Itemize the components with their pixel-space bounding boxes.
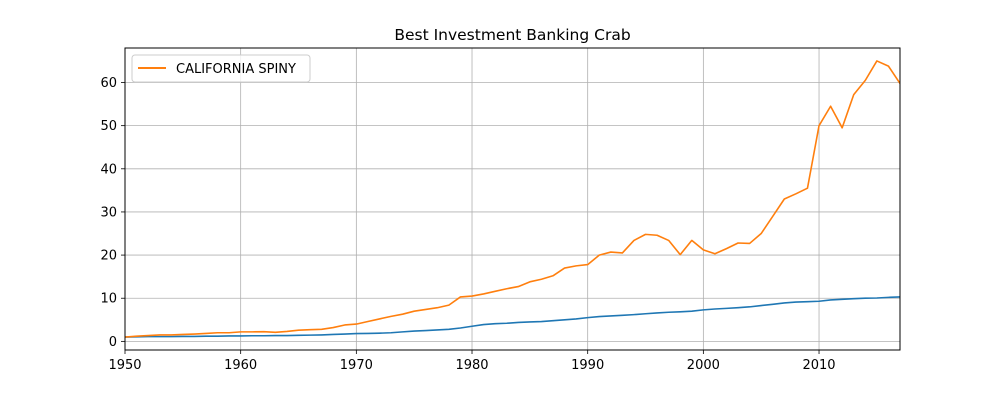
y-tick-label: 40 — [100, 162, 117, 177]
y-tick-label: 10 — [100, 292, 117, 307]
grid — [124, 48, 900, 350]
y-tick-label: 50 — [100, 119, 117, 134]
x-tick-label: 1950 — [108, 358, 141, 373]
x-tick-label: 2010 — [802, 358, 835, 373]
x-tick-label: 1960 — [224, 358, 257, 373]
x-tick-label: 1970 — [340, 358, 373, 373]
legend: CALIFORNIA SPINY — [131, 54, 311, 83]
x-tick-label: 1990 — [571, 358, 604, 373]
y-tick-label: 30 — [100, 205, 117, 220]
x-tick-label: 1980 — [455, 358, 488, 373]
y-tick-label: 20 — [100, 249, 117, 264]
y-axis: 0 10 20 30 40 50 60 — [100, 76, 125, 350]
y-tick-label: 0 — [109, 335, 117, 350]
plot-frame — [124, 47, 901, 351]
legend-box — [131, 54, 311, 83]
x-axis: 1950 1960 1970 1980 1990 2000 2010 — [108, 350, 836, 373]
x-tick-label: 2000 — [687, 358, 720, 373]
series-line-unlabeled-0 — [125, 296, 900, 338]
chart-title: Best Investment Banking Crab — [394, 26, 630, 44]
y-tick-label: 60 — [100, 76, 117, 91]
series-line-california-spiny — [125, 60, 900, 338]
legend-label-california-spiny: CALIFORNIA SPINY — [176, 62, 296, 77]
series-layer — [125, 60, 900, 338]
